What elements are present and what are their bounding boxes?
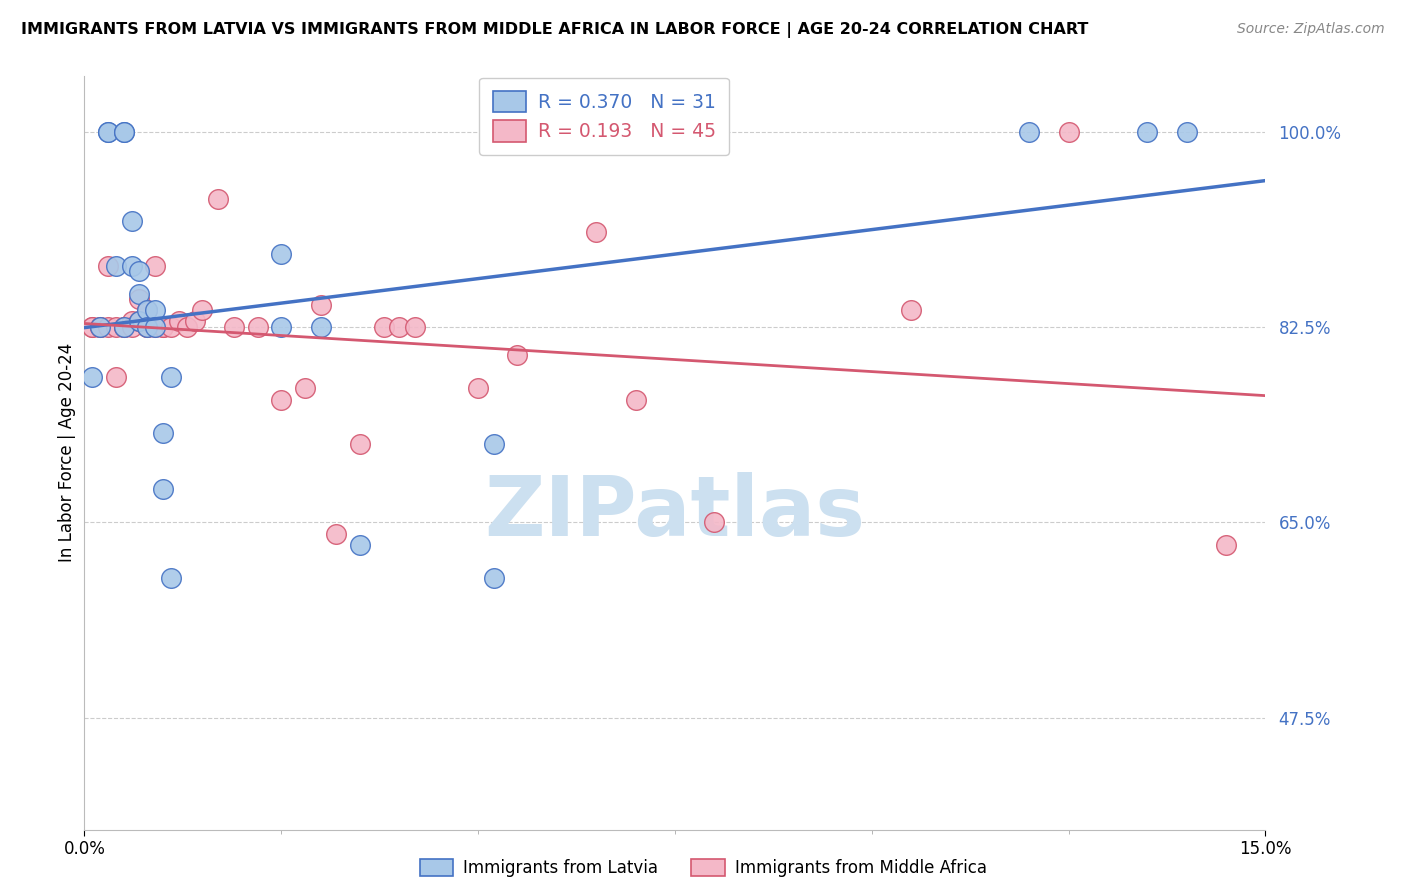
Point	[97, 125, 120, 139]
Point	[624, 392, 647, 407]
Point	[167, 314, 190, 328]
Point	[222, 320, 245, 334]
Point	[703, 516, 725, 530]
Point	[104, 370, 127, 384]
Point	[1215, 538, 1237, 552]
Point	[143, 320, 166, 334]
Point	[176, 320, 198, 334]
Point	[112, 320, 135, 334]
Point	[97, 320, 120, 334]
Point	[121, 214, 143, 228]
Point	[128, 286, 150, 301]
Point	[152, 482, 174, 496]
Point	[246, 320, 269, 334]
Point	[136, 320, 159, 334]
Point	[136, 303, 159, 318]
Point	[136, 320, 159, 334]
Point	[207, 192, 229, 206]
Point	[89, 320, 111, 334]
Point	[467, 382, 489, 396]
Point	[1175, 125, 1198, 139]
Point	[373, 320, 395, 334]
Point	[82, 370, 104, 384]
Legend: Immigrants from Latvia, Immigrants from Middle Africa: Immigrants from Latvia, Immigrants from …	[413, 852, 993, 884]
Text: Source: ZipAtlas.com: Source: ZipAtlas.com	[1237, 22, 1385, 37]
Point	[152, 320, 174, 334]
Point	[82, 320, 104, 334]
Point	[585, 225, 607, 239]
Legend: R = 0.370   N = 31, R = 0.193   N = 45: R = 0.370 N = 31, R = 0.193 N = 45	[479, 78, 728, 154]
Point	[309, 298, 332, 312]
Point	[143, 320, 166, 334]
Y-axis label: In Labor Force | Age 20-24: In Labor Force | Age 20-24	[58, 343, 76, 562]
Text: ZIPatlas: ZIPatlas	[485, 473, 865, 554]
Point	[89, 320, 111, 334]
Point	[121, 314, 143, 328]
Point	[482, 437, 505, 451]
Point	[325, 526, 347, 541]
Point	[183, 314, 205, 328]
Point	[1136, 125, 1159, 139]
Point	[160, 370, 183, 384]
Point	[128, 292, 150, 306]
Point	[270, 320, 292, 334]
Point	[121, 259, 143, 273]
Point	[121, 320, 143, 334]
Point	[112, 125, 135, 139]
Point	[349, 538, 371, 552]
Point	[900, 303, 922, 318]
Point	[97, 125, 120, 139]
Point	[624, 125, 647, 139]
Point	[143, 303, 166, 318]
Point	[1057, 125, 1080, 139]
Point	[349, 437, 371, 451]
Point	[270, 392, 292, 407]
Point	[482, 571, 505, 585]
Point	[82, 320, 104, 334]
Point	[89, 320, 111, 334]
Point	[104, 320, 127, 334]
Point	[136, 320, 159, 334]
Point	[128, 264, 150, 278]
Point	[128, 314, 150, 328]
Point	[1018, 125, 1040, 139]
Text: IMMIGRANTS FROM LATVIA VS IMMIGRANTS FROM MIDDLE AFRICA IN LABOR FORCE | AGE 20-: IMMIGRANTS FROM LATVIA VS IMMIGRANTS FRO…	[21, 22, 1088, 38]
Point	[152, 426, 174, 441]
Point	[506, 348, 529, 362]
Point	[136, 303, 159, 318]
Point	[160, 571, 183, 585]
Point	[112, 320, 135, 334]
Point	[128, 314, 150, 328]
Point	[112, 125, 135, 139]
Point	[404, 320, 426, 334]
Point	[160, 320, 183, 334]
Point	[294, 382, 316, 396]
Point	[270, 247, 292, 261]
Point	[388, 320, 411, 334]
Point	[104, 259, 127, 273]
Point	[191, 303, 214, 318]
Point	[97, 259, 120, 273]
Point	[309, 320, 332, 334]
Point	[112, 320, 135, 334]
Point	[143, 259, 166, 273]
Point	[152, 320, 174, 334]
